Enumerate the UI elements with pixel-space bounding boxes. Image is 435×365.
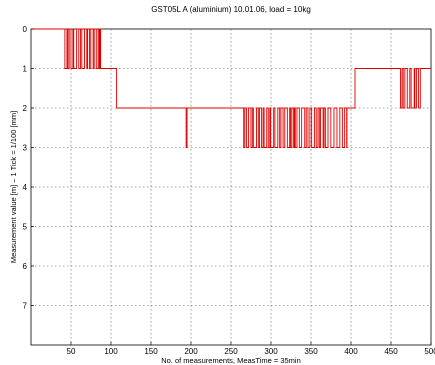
- x-tick-label: 250: [224, 347, 238, 356]
- x-tick-label: 50: [67, 347, 76, 356]
- y-tick-label: 6: [23, 262, 28, 271]
- x-axis-label: No. of measurements, MeasTime = 35min: [161, 356, 301, 365]
- y-tick-label: 4: [23, 183, 28, 192]
- x-tick-label: 300: [264, 347, 278, 356]
- y-axis-ticks: 0 1 2 3 4 5 6 7: [23, 25, 34, 311]
- y-tick-label: 0: [23, 25, 28, 34]
- x-tick-label: 500: [424, 347, 435, 356]
- y-axis-label: Measurement value [m] – 1 Tick = 1/100 […: [9, 111, 18, 263]
- x-tick-label: 400: [344, 347, 358, 356]
- series-line: [31, 28, 431, 148]
- y-tick-label: 1: [23, 65, 28, 74]
- grid: [31, 29, 431, 345]
- data-series: [31, 28, 431, 148]
- x-tick-label: 350: [304, 347, 318, 356]
- x-tick-label: 150: [144, 347, 158, 356]
- x-tick-label: 450: [384, 347, 398, 356]
- chart-title: GST05L A (aluminium) 10.01.06, load = 10…: [151, 5, 311, 14]
- x-tick-label: 100: [104, 347, 118, 356]
- x-tick-label: 200: [184, 347, 198, 356]
- y-tick-label: 7: [23, 302, 28, 311]
- y-tick-label: 2: [23, 104, 28, 113]
- y-tick-label: 3: [23, 144, 28, 153]
- y-tick-label: 5: [23, 223, 28, 232]
- x-axis-ticks: 50 100 150 200 250 300 350 400 450 500: [67, 342, 435, 356]
